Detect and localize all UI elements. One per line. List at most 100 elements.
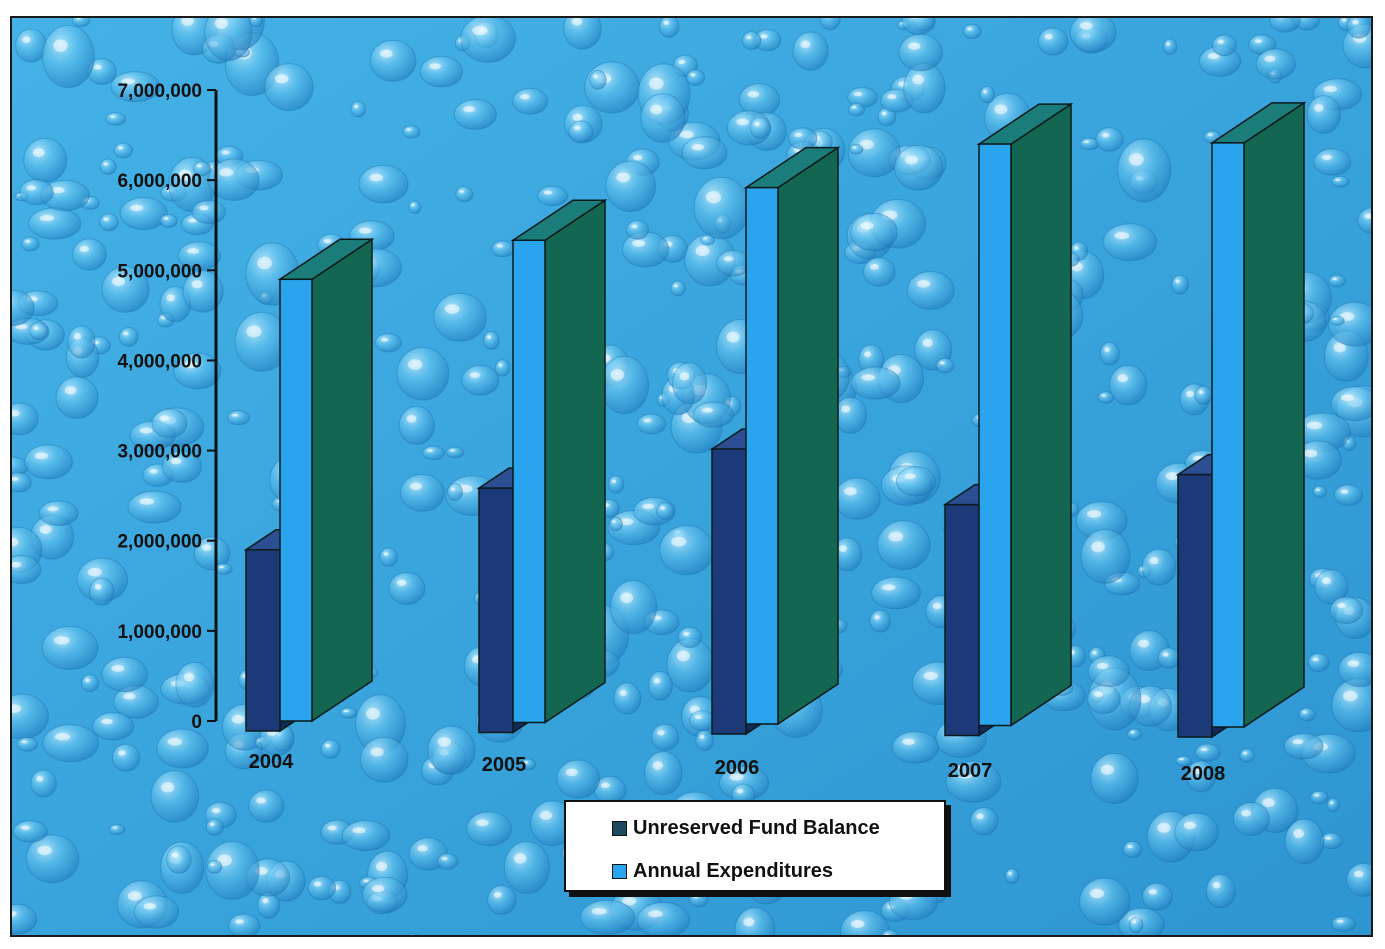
water-drop [12, 472, 32, 493]
water-drop [1127, 728, 1143, 741]
water-drop-highlight [994, 104, 1008, 115]
water-drop-highlight [904, 473, 916, 480]
water-drop [1079, 877, 1131, 926]
water-drop-highlight [729, 773, 744, 781]
water-drop [671, 362, 708, 405]
water-drop-highlight [1162, 652, 1169, 657]
water-drop-highlight [1100, 764, 1114, 775]
water-drop-highlight [159, 415, 170, 422]
water-drop [1283, 732, 1324, 760]
water-drop-highlight [1149, 557, 1159, 565]
water-drop-highlight [850, 919, 865, 929]
bar-expenditures-2005-side [544, 198, 606, 724]
water-drop [80, 674, 100, 693]
water-drop [12, 289, 35, 327]
water-drop-highlight [1340, 489, 1349, 494]
water-drop [644, 750, 683, 796]
water-drop-highlight [1086, 510, 1102, 518]
water-drop-highlight [1207, 53, 1220, 60]
water-drop [1232, 801, 1270, 836]
water-drop-highlight [1336, 919, 1344, 923]
water-drop-highlight [257, 256, 273, 270]
water-drop-highlight [498, 363, 503, 367]
water-drop-highlight [12, 537, 19, 547]
water-drop [568, 120, 594, 144]
water-drop-highlight [1101, 132, 1110, 138]
water-drop [89, 577, 115, 606]
water-drop [613, 682, 642, 715]
water-drop [99, 158, 117, 175]
water-drop-highlight [1353, 870, 1364, 878]
water-drop [579, 899, 636, 935]
water-drop-highlight [1364, 213, 1371, 219]
water-drop-highlight [852, 146, 857, 149]
water-drop [626, 219, 650, 240]
y-tick-label: 5,000,000 [117, 261, 202, 282]
water-drop-highlight [110, 115, 116, 118]
water-drop-highlight [127, 891, 142, 901]
x-tick-label-2006: 2006 [715, 757, 760, 779]
water-drop-highlight [166, 294, 176, 302]
water-drop-highlight [51, 187, 65, 194]
water-drop-highlight [325, 744, 331, 748]
water-drop [1346, 18, 1371, 39]
water-drop [659, 525, 715, 576]
water-drop-highlight [111, 276, 126, 286]
water-drop-highlight [694, 715, 702, 720]
water-drop [101, 265, 150, 313]
water-drop-highlight [679, 130, 694, 139]
water-drop-highlight [472, 25, 488, 36]
water-drop [466, 811, 513, 847]
legend-item-expenditures: Annual Expenditures [612, 858, 833, 884]
water-drop-highlight [620, 592, 634, 604]
water-drop [979, 85, 996, 104]
water-drop [1333, 484, 1364, 506]
water-drop-highlight [673, 284, 678, 288]
water-drop-highlight [231, 714, 245, 724]
water-drop [609, 579, 658, 635]
bar-fund-balance-2004-front [245, 548, 281, 732]
water-drop [1141, 882, 1173, 911]
x-tick-label-2005: 2005 [482, 754, 527, 776]
water-drop [491, 240, 515, 258]
water-drop-highlight [693, 895, 699, 899]
water-drop-highlight [622, 896, 637, 906]
water-drop-highlight [1242, 751, 1248, 755]
water-drop [455, 186, 474, 203]
water-drop [1346, 862, 1371, 897]
water-drop [693, 176, 750, 240]
water-drop-highlight [800, 40, 811, 49]
water-drop-highlight [616, 172, 631, 183]
water-drop-highlight [20, 825, 31, 830]
water-drop-highlight [632, 239, 646, 247]
water-drop-highlight [33, 326, 39, 330]
water-drop [1330, 386, 1371, 422]
y-tick-label: 7,000,000 [117, 81, 202, 102]
water-drop-highlight [274, 74, 289, 84]
water-drop-highlight [94, 584, 102, 590]
water-drop-highlight [976, 813, 984, 820]
water-drop [191, 199, 227, 225]
water-drop-highlight [32, 148, 45, 157]
water-drop-highlight [593, 74, 598, 79]
water-drop [681, 136, 728, 170]
water-drop [787, 127, 818, 150]
water-drop-highlight [1312, 657, 1319, 662]
water-drop [1117, 138, 1172, 203]
water-drop-highlight [1138, 695, 1151, 704]
water-drop-highlight [736, 118, 749, 126]
water-drop-highlight [660, 506, 666, 510]
water-drop-highlight [861, 374, 876, 381]
water-drop-highlight [571, 18, 583, 26]
water-drop-highlight [760, 34, 768, 39]
water-drop [433, 292, 487, 342]
water-drop-highlight [121, 78, 136, 85]
water-drop [1037, 27, 1069, 56]
water-drop [833, 396, 868, 434]
water-drop [563, 18, 602, 50]
water-drop-highlight [683, 631, 690, 636]
water-drop-highlight [323, 238, 332, 244]
water-drop [1186, 760, 1217, 793]
water-drop-highlight [1304, 449, 1318, 458]
water-drop [849, 143, 864, 155]
